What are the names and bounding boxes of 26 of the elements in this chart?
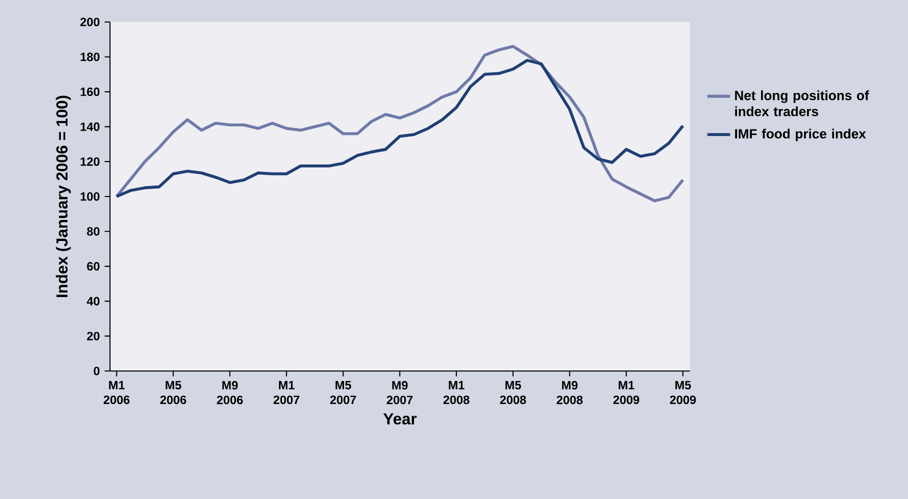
y-tick-label: 180 [80, 52, 100, 62]
x-tick-label: M9 2007 [386, 381, 413, 404]
y-tick-label: 80 [86, 227, 100, 236]
y-axis-title: Index (January 2006 = 100) [56, 96, 71, 298]
y-tick-label: 160 [80, 88, 100, 96]
legend-label: IMF food price index [735, 128, 866, 142]
x-tick-label: M5 2008 [500, 381, 526, 404]
legend-label: Net long positions of index traders [735, 90, 870, 116]
y-tick-label: 120 [80, 157, 100, 166]
x-tick-label: M1 2006 [104, 381, 130, 404]
x-tick-label: M9 2006 [216, 381, 243, 404]
y-tick-label: 200 [80, 18, 100, 26]
x-axis-title: Year [383, 413, 417, 425]
y-tick-label: 40 [86, 296, 100, 306]
x-tick-label: M1 2007 [274, 381, 300, 404]
y-tick-label: 20 [87, 332, 100, 340]
x-tick-label: M5 2007 [330, 381, 356, 404]
x-tick-label: M9 2008 [556, 381, 583, 404]
x-tick-label: M1 2008 [443, 381, 470, 404]
y-tick-label: 140 [80, 122, 100, 131]
x-tick-label: M5 2006 [160, 381, 186, 404]
x-tick-label: M1 2009 [613, 381, 640, 404]
y-tick-label: 100 [80, 192, 100, 201]
x-tick-label: M5 2009 [670, 381, 696, 404]
y-tick-label: 60 [87, 262, 100, 271]
y-tick-label: 0 [94, 366, 100, 376]
